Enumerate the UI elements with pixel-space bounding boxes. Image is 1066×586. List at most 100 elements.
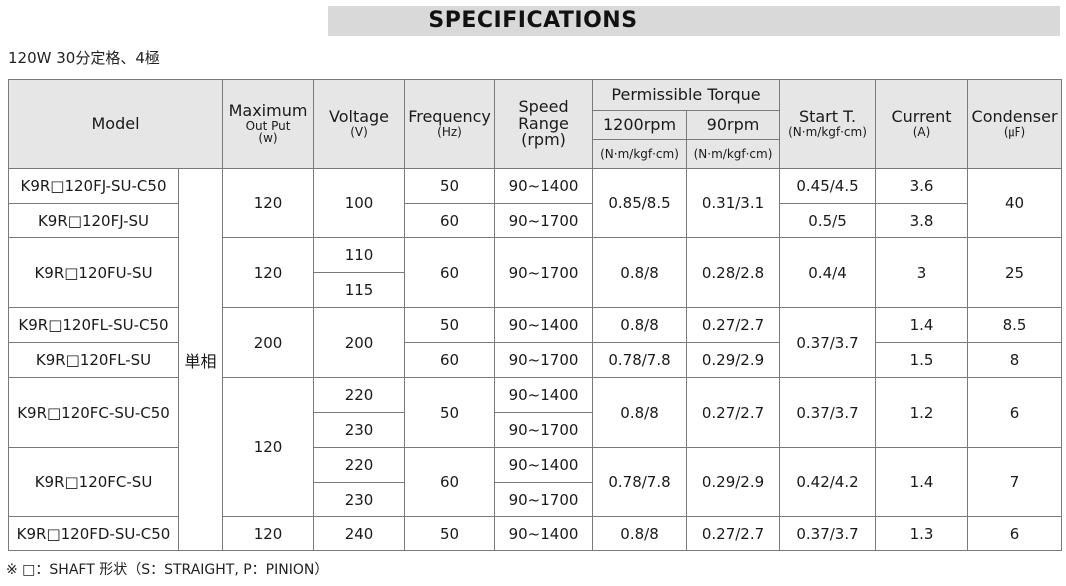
frequency-cell: 50 — [404, 307, 496, 343]
speed-cell: 90~1700 — [494, 237, 594, 308]
torque-90-cell: 0.27/2.7 — [686, 516, 781, 551]
table-row: K9R□120FL-SU-C50 200 200 50 90~1400 0.8/… — [8, 307, 1063, 378]
output-cell: 120 — [222, 377, 315, 517]
frequency-cell: 60 — [404, 203, 496, 238]
torque-90-cell: 0.31/3.1 — [686, 168, 781, 238]
frequency-cell: 50 — [404, 516, 496, 551]
table-row: K9R□120FC-SU-C50 120 220 50 90~1400 0.8/… — [8, 377, 1063, 517]
condenser-cell: 8.5 — [967, 307, 1063, 343]
voltage-cell: 240 — [313, 516, 406, 551]
speed-cell: 90~1700 — [494, 412, 594, 448]
torque-90-cell: 0.29/2.9 — [686, 342, 781, 378]
header-model: Model — [7, 79, 224, 169]
voltage-cell: 220 — [313, 447, 406, 483]
torque-1200-cell: 0.8/8 — [592, 307, 688, 343]
model-cell: K9R□120FL-SU — [8, 342, 179, 378]
frequency-cell: 60 — [404, 447, 496, 517]
frequency-cell: 60 — [404, 342, 496, 378]
table-row: K9R□120FJ-SU 60 90~1700 0.5/5 3.8 — [8, 203, 1062, 238]
current-cell: 1.4 — [875, 307, 969, 343]
torque-1200-cell: 0.78/7.8 — [592, 447, 688, 517]
voltage-cell: 110 — [313, 237, 406, 273]
current-cell: 1.2 — [875, 377, 969, 448]
header-torque-1200rpm: 1200rpm — [592, 110, 688, 140]
current-cell: 1.5 — [875, 342, 969, 378]
start-torque-cell: 0.5/5 — [779, 203, 877, 238]
start-torque-cell: 0.45/4.5 — [779, 168, 877, 204]
torque-1200-cell: 0.85/8.5 — [592, 168, 688, 238]
speed-cell: 90~1700 — [494, 342, 594, 378]
condenser-cell: 6 — [967, 377, 1063, 448]
model-cell: K9R□120FD-SU-C50 — [8, 516, 179, 551]
table-row: K9R□120FL-SU 60 90~1700 0.78/7.8 0.29/2.… — [8, 342, 1063, 378]
voltage-cell: 100 — [313, 168, 406, 238]
header-voltage: Voltage (V) — [313, 79, 406, 169]
torque-90-cell: 0.27/2.7 — [686, 377, 781, 448]
speed-cell: 90~1400 — [494, 168, 594, 204]
condenser-cell: 8 — [967, 342, 1063, 378]
header-torque-unit-1200: (N·m/kgf·cm) — [592, 139, 688, 169]
frequency-cell: 50 — [404, 377, 496, 448]
header-condenser: Condenser (㎌) — [967, 79, 1063, 169]
condenser-cell: 25 — [967, 237, 1063, 308]
table-row: K9R□120FC-SU 220 60 90~1400 0.78/7.8 0.2… — [8, 447, 1063, 517]
torque-1200-cell: 0.8/8 — [592, 516, 688, 551]
condenser-cell: 40 — [967, 168, 1063, 238]
title-bar — [328, 6, 1060, 36]
voltage-cell: 230 — [313, 482, 406, 517]
speed-cell: 90~1400 — [494, 307, 594, 343]
model-cell: K9R□120FC-SU-C50 — [8, 377, 179, 448]
torque-90-cell: 0.28/2.8 — [686, 237, 781, 308]
table-row: K9R□120FJ-SU-C50 単相 120 100 50 90~1400 0… — [8, 168, 1063, 551]
voltage-cell: 200 — [313, 307, 406, 378]
current-cell: 3.8 — [875, 203, 969, 238]
table-row: K9R□120FU-SU 120 110 60 90~1700 0.8/8 0.… — [8, 237, 1063, 308]
specifications-table: Model Maximum Out Put (w) Voltage (V) Frequ… — [7, 79, 1063, 551]
start-torque-cell: 0.37/3.7 — [779, 307, 877, 378]
output-cell: 120 — [222, 168, 315, 238]
table-row: 230 90~1700 — [9, 412, 1062, 448]
torque-90-cell: 0.27/2.7 — [686, 307, 781, 343]
header-torque-90rpm: 90rpm — [686, 110, 781, 140]
speed-cell: 90~1400 — [494, 377, 594, 413]
output-cell: 200 — [222, 307, 315, 378]
frequency-cell: 50 — [404, 168, 496, 204]
header-current: Current (A) — [875, 79, 969, 169]
page-title: SPECIFICATIONS — [428, 8, 638, 33]
table-row: 115 — [9, 272, 1062, 308]
torque-1200-cell: 0.78/7.8 — [592, 342, 688, 378]
table-row: K9R□120FD-SU-C50 120 240 50 90~1400 0.8/… — [8, 516, 1063, 551]
rating-subtitle: 120W 30分定格、4極 — [8, 49, 160, 67]
speed-cell: 90~1400 — [494, 447, 594, 483]
output-cell: 120 — [222, 516, 315, 551]
speed-cell: 90~1700 — [494, 203, 594, 238]
model-cell: K9R□120FJ-SU-C50 — [8, 168, 179, 204]
start-torque-cell: 0.37/3.7 — [779, 516, 877, 551]
start-torque-cell: 0.4/4 — [779, 237, 877, 308]
start-torque-cell: 0.37/3.7 — [779, 377, 877, 448]
current-cell: 3 — [875, 237, 969, 308]
output-cell: 120 — [222, 237, 315, 308]
voltage-cell: 220 — [313, 377, 406, 413]
model-cell: K9R□120FJ-SU — [8, 203, 179, 238]
header-permissible-torque: Permissible Torque — [592, 79, 781, 111]
start-torque-cell: 0.42/4.2 — [779, 447, 877, 517]
shaft-footnote: ※ □：SHAFT 形状（S：STRAIGHT, P：PINION） — [6, 562, 329, 578]
current-cell: 3.6 — [875, 168, 969, 204]
frequency-cell: 60 — [404, 237, 496, 308]
voltage-cell: 230 — [313, 412, 406, 448]
header-torque-unit-90: (N·m/kgf·cm) — [686, 139, 781, 169]
model-cell: K9R□120FL-SU-C50 — [8, 307, 179, 343]
header-speed-range: Speed Range (rpm) — [494, 79, 594, 169]
condenser-cell: 6 — [967, 516, 1063, 551]
header-max-output: Maximum Out Put (w) — [222, 79, 315, 169]
header-start-torque: Start T. (N·m/kgf·cm) — [779, 79, 877, 169]
torque-1200-cell: 0.8/8 — [592, 377, 688, 448]
condenser-cell: 7 — [967, 447, 1063, 517]
model-cell: K9R□120FU-SU — [8, 237, 179, 308]
model-cell: K9R□120FC-SU — [8, 447, 179, 517]
voltage-cell: 115 — [313, 272, 406, 308]
torque-90-cell: 0.29/2.9 — [686, 447, 781, 517]
header-frequency: Frequency (Hz) — [404, 79, 496, 169]
speed-cell: 90~1700 — [494, 482, 594, 517]
